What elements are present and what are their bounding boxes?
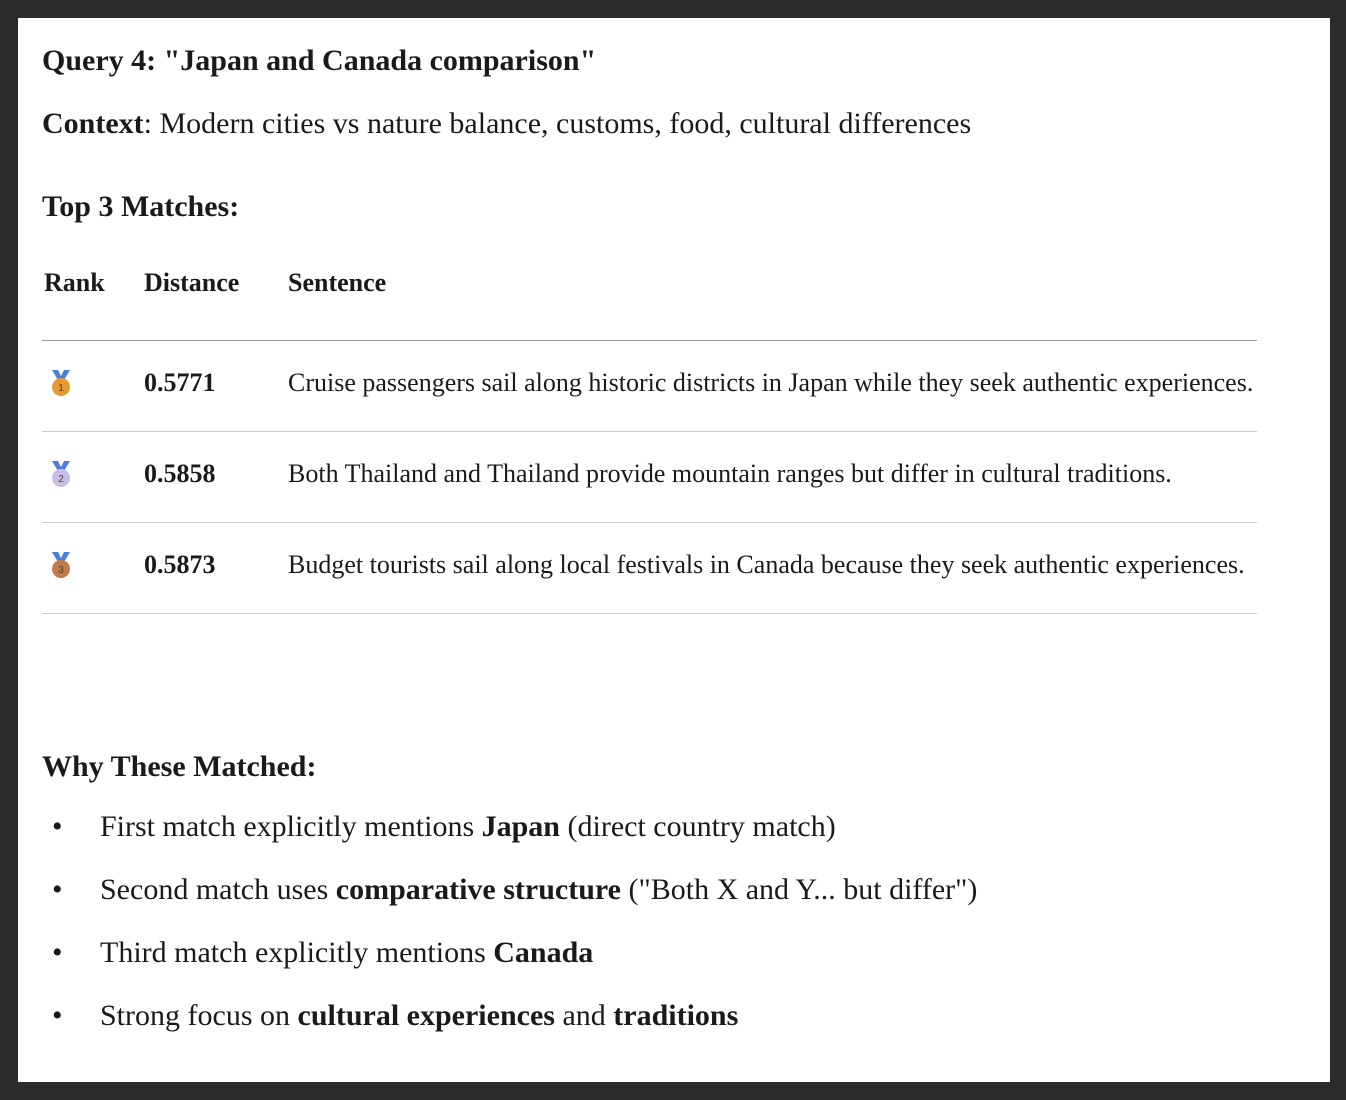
text-segment: First match explicitly mentions — [100, 810, 482, 843]
distance-value: 0.5873 — [142, 522, 286, 614]
document-page: Query 4: "Japan and Canada comparison" C… — [18, 18, 1330, 1082]
context-line: Context: Modern cities vs nature balance… — [42, 107, 971, 141]
table-row: 3 0.5873 Budget tourists sail along loca… — [42, 522, 1257, 614]
bronze-medal-3-icon: 3 — [50, 549, 72, 593]
svg-text:2: 2 — [58, 474, 64, 485]
text-segment: Strong focus on — [100, 999, 298, 1032]
bold-text: cultural experiences — [297, 999, 555, 1032]
svg-text:3: 3 — [58, 565, 64, 576]
reasons-list: First match explicitly mentions Japan (d… — [42, 810, 977, 1062]
distance-value: 0.5771 — [142, 340, 286, 432]
distance-value: 0.5858 — [142, 431, 286, 523]
text-segment: ("Both X and Y... but differ") — [620, 873, 978, 906]
bold-text: Canada — [493, 936, 594, 969]
table-row: 1 0.5771 Cruise passengers sail along hi… — [42, 340, 1257, 432]
list-item: First match explicitly mentions Japan (d… — [42, 810, 977, 873]
list-item: Third match explicitly mentions Canada — [42, 936, 977, 999]
silver-medal-2-icon: 2 — [50, 458, 72, 502]
text-segment: Third match explicitly mentions — [100, 936, 494, 969]
matches-table: Rank Distance Sentence 1 0.5771 Cruise p… — [42, 266, 1257, 614]
header-distance: Distance — [142, 266, 286, 341]
bold-text: traditions — [613, 999, 739, 1032]
bold-text: Japan — [481, 810, 560, 843]
why-heading: Why These Matched: — [42, 750, 317, 783]
text-segment: Second match uses — [100, 873, 336, 906]
context-label: Context — [42, 107, 144, 140]
text-segment: and — [554, 999, 614, 1032]
matches-heading: Top 3 Matches: — [42, 190, 240, 223]
query-title: Query 4: "Japan and Canada comparison" — [42, 44, 597, 77]
table-row: 2 0.5858 Both Thailand and Thailand prov… — [42, 431, 1257, 523]
header-sentence: Sentence — [286, 266, 1257, 341]
list-item: Strong focus on cultural experiences and… — [42, 999, 977, 1062]
sentence-text: Budget tourists sail along local festiva… — [286, 522, 1257, 614]
header-rank: Rank — [42, 266, 142, 341]
bold-text: comparative structure — [335, 873, 621, 906]
table-header-row: Rank Distance Sentence — [42, 266, 1257, 341]
sentence-text: Both Thailand and Thailand provide mount… — [286, 431, 1257, 523]
svg-text:1: 1 — [58, 383, 64, 394]
context-text: : Modern cities vs nature balance, custo… — [143, 107, 972, 140]
sentence-text: Cruise passengers sail along historic di… — [286, 340, 1257, 432]
text-segment: (direct country match) — [560, 810, 836, 843]
gold-medal-1-icon: 1 — [50, 367, 72, 411]
list-item: Second match uses comparative structure … — [42, 873, 977, 936]
